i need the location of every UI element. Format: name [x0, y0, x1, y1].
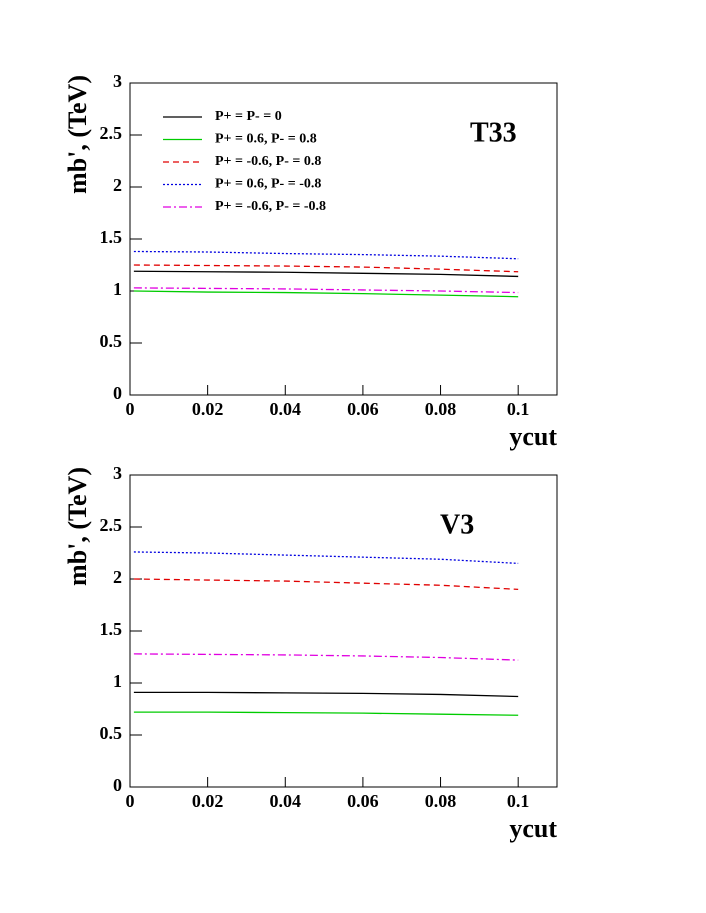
series-line	[133, 250, 519, 260]
series-line	[133, 290, 519, 298]
y-tick-label: 1	[113, 279, 122, 299]
y-tick-label: 0	[113, 383, 122, 403]
y-tick-label: 0.5	[100, 723, 123, 743]
y-tick-label: 0.5	[100, 331, 123, 351]
x-tick-label: 0	[126, 399, 135, 419]
y-tick-label: 2	[113, 175, 122, 195]
y-tick-label: 2	[113, 567, 122, 587]
y-tick-label: 1	[113, 671, 122, 691]
y-tick-label: 3	[113, 463, 122, 483]
legend-label: P+ = -0.6, P- = -0.8	[215, 199, 326, 214]
annotation: T33	[470, 117, 517, 148]
y-tick-label: 2.5	[100, 123, 123, 143]
y-axis-label: mb', (TeV)	[63, 75, 92, 194]
y-axis-label: mb', (TeV)	[63, 467, 92, 586]
series-line	[133, 711, 519, 716]
legend-label: P+ = -0.6, P- = 0.8	[215, 154, 321, 169]
series-line	[133, 551, 519, 565]
series-line	[133, 270, 519, 278]
series-line	[133, 578, 519, 591]
legend-label: P+ = 0.6, P- = -0.8	[215, 177, 321, 192]
plot-frame	[129, 474, 558, 788]
x-tick-label: 0	[126, 791, 135, 811]
legend-label: P+ = P- = 0	[215, 109, 282, 124]
x-tick-label: 0.06	[347, 791, 379, 811]
series-line	[133, 264, 519, 273]
y-tick-label: 1.5	[100, 227, 123, 247]
annotation: V3	[440, 509, 474, 540]
x-axis-label: ycut	[509, 422, 557, 451]
x-tick-label: 0.08	[425, 791, 457, 811]
y-tick-label: 0	[113, 775, 122, 795]
x-tick-label: 0.08	[425, 399, 457, 419]
x-tick-label: 0.02	[192, 791, 224, 811]
x-tick-label: 0.06	[347, 399, 379, 419]
x-tick-label: 0.1	[507, 791, 530, 811]
series-line	[133, 691, 519, 698]
x-tick-label: 0.02	[192, 399, 224, 419]
y-tick-label: 2.5	[100, 515, 123, 535]
y-tick-label: 3	[113, 71, 122, 91]
legend-label: P+ = 0.6, P- = 0.8	[215, 132, 317, 147]
x-tick-label: 0.04	[270, 399, 302, 419]
x-tick-label: 0.1	[507, 399, 530, 419]
y-tick-label: 1.5	[100, 619, 123, 639]
series-line	[133, 653, 519, 661]
x-axis-label: ycut	[509, 814, 557, 843]
x-tick-label: 0.04	[270, 791, 302, 811]
